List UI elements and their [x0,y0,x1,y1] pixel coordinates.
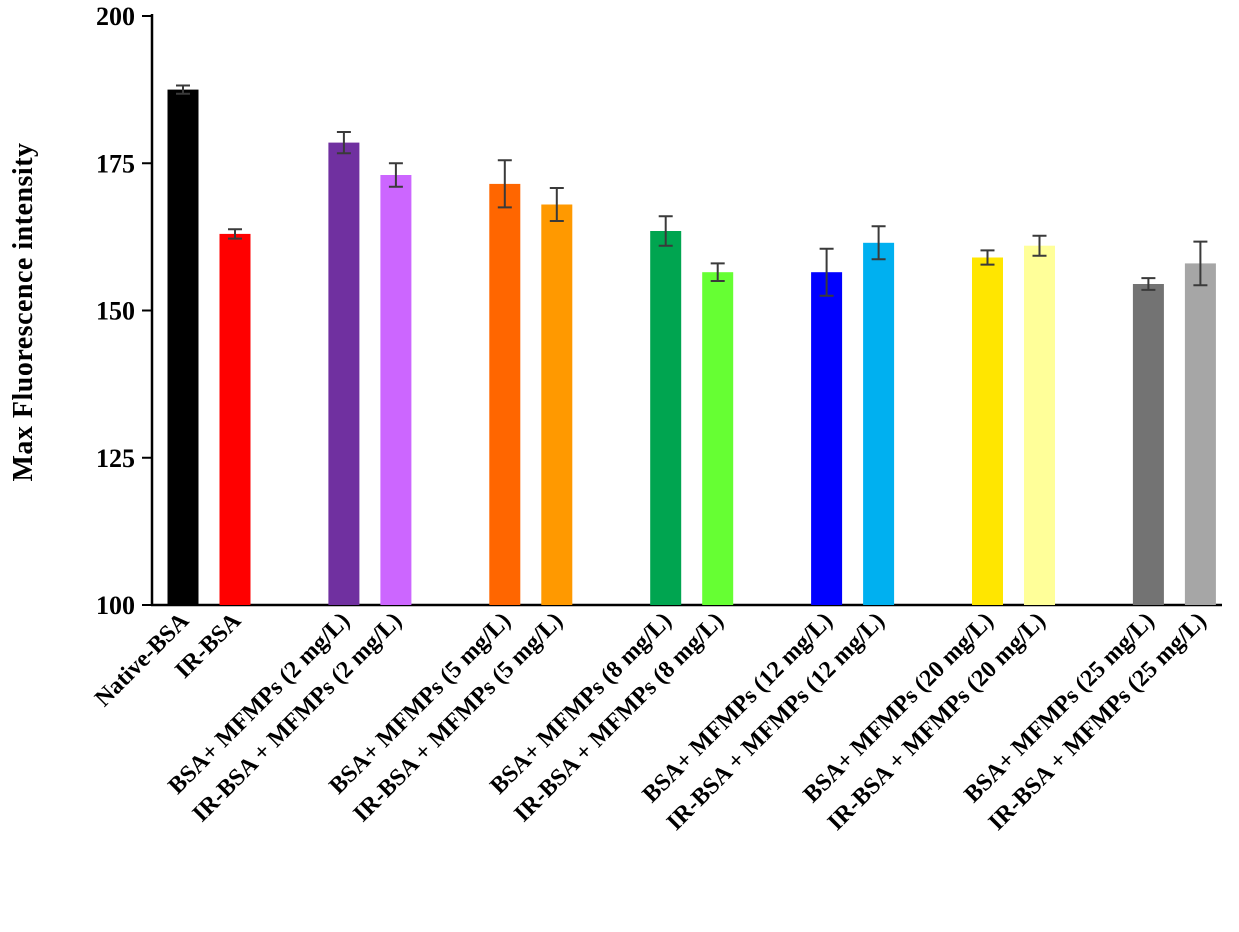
bar [650,231,682,605]
y-axis-title: Max Fluorescence intensity [8,142,39,481]
error-bar [1141,277,1156,291]
error-bar [1032,234,1047,257]
y-tick-label: 150 [96,297,135,326]
error-bar [819,247,834,297]
error-bar [980,249,995,266]
bar [811,272,843,605]
error-bar [549,187,564,222]
bar [328,142,360,605]
bar [219,233,251,605]
bar [541,204,573,605]
error-bar [176,84,190,95]
y-tick-label: 100 [96,591,135,620]
bar [1184,263,1216,605]
y-tick-label: 125 [96,444,135,473]
y-tick-label: 200 [96,2,135,31]
y-tick-label: 175 [96,149,135,178]
error-bar [388,162,403,188]
bar [1024,245,1055,605]
bar [863,242,895,606]
bar [972,257,1003,605]
error-bar [658,215,673,247]
error-bar [710,262,725,282]
bar [702,272,734,605]
bar [380,175,412,605]
error-bar [497,159,512,209]
bar [167,89,199,606]
error-bar [871,225,886,261]
error-bar [336,131,351,155]
error-bar [228,228,242,240]
error-bar [1193,240,1208,287]
bar [1132,284,1164,605]
bar [489,183,521,605]
